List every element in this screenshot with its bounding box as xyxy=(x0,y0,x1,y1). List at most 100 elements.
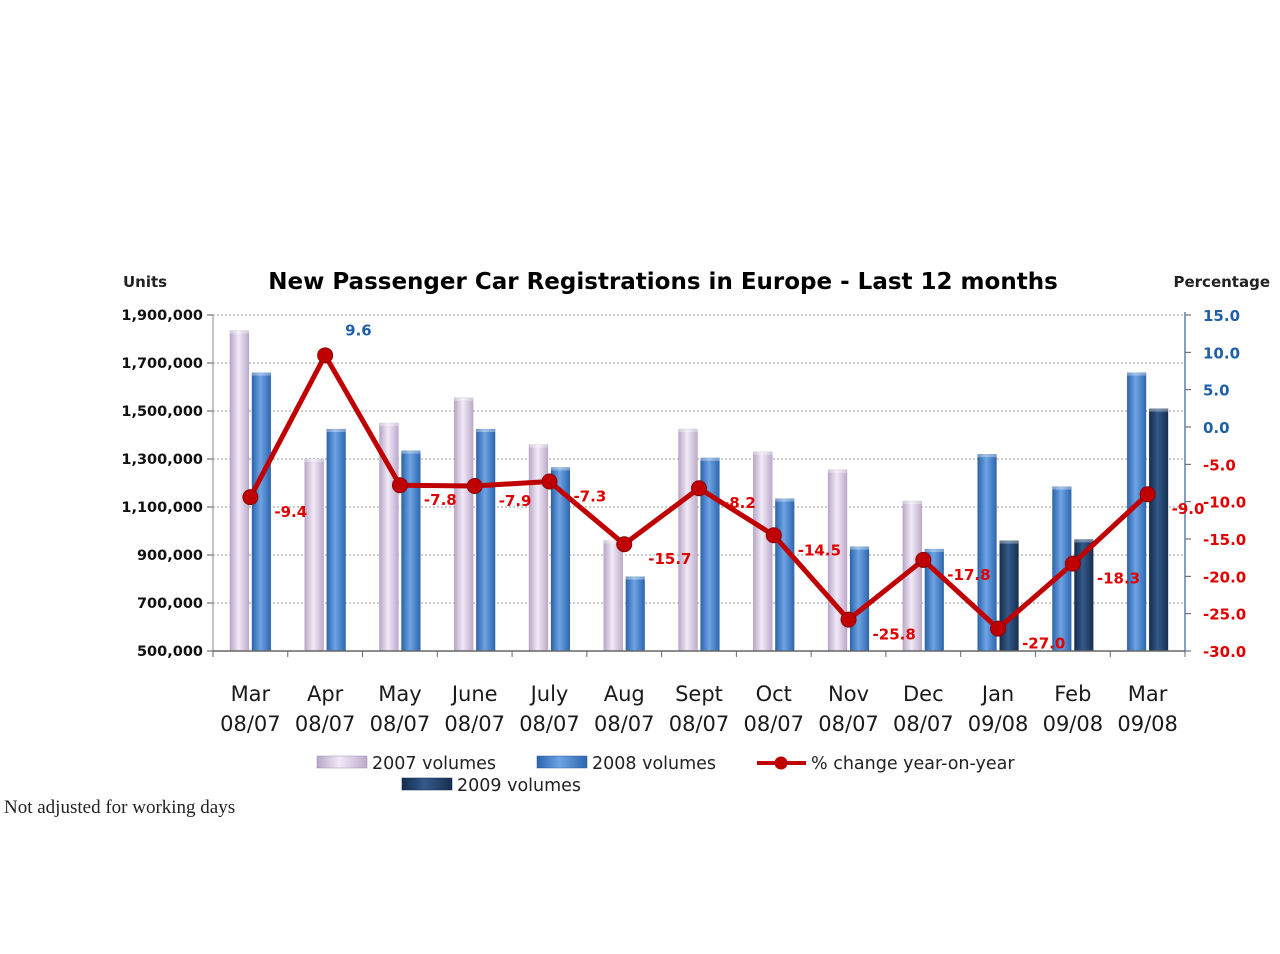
bar-2008-cap xyxy=(850,546,870,550)
right-tick-label: 10.0 xyxy=(1203,344,1240,362)
bar-2007-cap xyxy=(678,429,698,432)
bar-2008-cap xyxy=(924,549,944,552)
category-label-month: Mar xyxy=(231,682,271,706)
bar-2007 xyxy=(753,451,773,652)
legend-label-2008: 2008 volumes xyxy=(592,754,716,774)
legend-label-percent: % change year-on-year xyxy=(811,754,1015,774)
category-label-period: 08/07 xyxy=(818,712,879,736)
bar-2009-cap xyxy=(999,540,1019,544)
bar-2007-cap xyxy=(229,330,249,334)
bar-2008-cap xyxy=(700,457,720,461)
percent-change-label: -18.3 xyxy=(1097,570,1140,588)
right-tick-label: -5.0 xyxy=(1203,456,1236,474)
left-tick-label: 1,500,000 xyxy=(121,404,203,420)
bar-2008 xyxy=(326,428,346,652)
left-axis-title: Units xyxy=(123,273,167,291)
category-label-period: 09/08 xyxy=(968,712,1029,736)
bar-2008-cap xyxy=(401,450,421,454)
bar-2008-cap xyxy=(625,576,645,580)
legend-label-2007: 2007 volumes xyxy=(372,754,496,774)
left-tick-label: 900,000 xyxy=(137,548,203,564)
category-label-period: 08/07 xyxy=(370,712,431,736)
category-label-period: 08/07 xyxy=(295,712,356,736)
bar-2008-cap xyxy=(326,429,346,432)
category-label-period: 09/08 xyxy=(1043,712,1104,736)
percent-change-label: -25.8 xyxy=(873,626,916,644)
percent-change-label: -27.0 xyxy=(1022,635,1065,653)
category-label-month: Mar xyxy=(1128,682,1168,706)
right-tick-label: 15.0 xyxy=(1203,307,1240,325)
category-label-period: 08/07 xyxy=(220,712,281,736)
percent-change-point xyxy=(1064,555,1081,572)
percent-change-point xyxy=(915,551,932,568)
legend: 2007 volumes 2008 volumes % change year-on… xyxy=(316,754,1015,796)
category-label-period: 08/07 xyxy=(893,712,954,736)
category-label-month: Jan xyxy=(980,682,1014,706)
percent-change-label: -15.7 xyxy=(648,550,691,568)
bar-2008-cap xyxy=(251,372,271,376)
percent-change-point xyxy=(691,480,707,497)
right-axis-title: Percentage xyxy=(1173,273,1270,291)
bar-2008 xyxy=(625,576,645,652)
bar-2009 xyxy=(1148,408,1169,652)
bar-2008 xyxy=(475,428,496,652)
right-tick-label: -30.0 xyxy=(1203,643,1246,661)
left-tick-label: 700,000 xyxy=(137,596,203,612)
bar-2008-cap xyxy=(1127,372,1147,376)
category-label-period: 08/07 xyxy=(669,712,730,736)
bar-2008 xyxy=(251,372,272,652)
percent-change-point xyxy=(765,527,782,544)
legend-swatch-2007 xyxy=(316,755,368,769)
category-label-period: 08/07 xyxy=(444,712,505,736)
category-label-month: Feb xyxy=(1054,682,1091,706)
legend-swatch-2009 xyxy=(401,777,453,791)
legend-label-2009: 2009 volumes xyxy=(457,776,581,796)
right-tick-label: -25.0 xyxy=(1203,606,1246,624)
left-tick-label: 1,900,000 xyxy=(121,308,203,324)
category-label-month: July xyxy=(529,682,569,706)
bar-2008-cap xyxy=(977,454,997,458)
bar-2008-cap xyxy=(550,467,570,471)
left-tick-label: 1,100,000 xyxy=(121,500,203,516)
axes xyxy=(207,312,1191,657)
category-label-month: Dec xyxy=(903,682,944,706)
percent-change-point xyxy=(242,489,259,506)
bar-2007-cap xyxy=(902,501,922,504)
bar-2007 xyxy=(678,428,698,652)
grid-lines xyxy=(213,314,1185,604)
percent-change-label: -8.2 xyxy=(723,494,756,512)
left-tick-label: 1,300,000 xyxy=(121,452,203,468)
percent-change-label: -7.3 xyxy=(573,488,606,506)
percent-change-point xyxy=(391,477,408,494)
bar-2007-cap xyxy=(603,540,623,544)
category-label-month: Apr xyxy=(307,682,344,706)
bar-2007-cap xyxy=(753,451,773,455)
percent-change-point xyxy=(840,611,857,628)
category-label-month: May xyxy=(378,682,421,706)
percent-change-label: -7.8 xyxy=(424,491,457,509)
bar-2008 xyxy=(849,546,870,652)
percent-change-label: -9.0 xyxy=(1172,500,1205,518)
category-label-month: Aug xyxy=(604,682,645,706)
category-label-month: Sept xyxy=(675,682,723,706)
percent-change-label: -7.9 xyxy=(499,492,532,510)
right-tick-label: -20.0 xyxy=(1203,568,1246,586)
percent-change-label: 9.6 xyxy=(345,321,372,339)
right-tick-label: 5.0 xyxy=(1203,382,1230,400)
left-tick-label: 500,000 xyxy=(137,644,203,660)
percent-change-line xyxy=(242,347,1156,637)
right-tick-label: -15.0 xyxy=(1203,531,1246,549)
percent-change-point xyxy=(317,347,334,364)
percent-change-point xyxy=(466,477,483,494)
left-tick-label: 1,700,000 xyxy=(121,356,203,372)
percent-change-point xyxy=(990,620,1007,637)
chart-title: New Passenger Car Registrations in Europ… xyxy=(268,269,1058,295)
bar-2007-cap xyxy=(828,469,848,473)
category-label-period: 08/07 xyxy=(519,712,580,736)
footnote: Not adjusted for working days xyxy=(4,797,236,818)
bar-2007-cap xyxy=(454,397,474,401)
percent-change-point xyxy=(541,473,558,490)
bar-2007 xyxy=(304,458,324,652)
bar-2008-cap xyxy=(1052,486,1072,490)
